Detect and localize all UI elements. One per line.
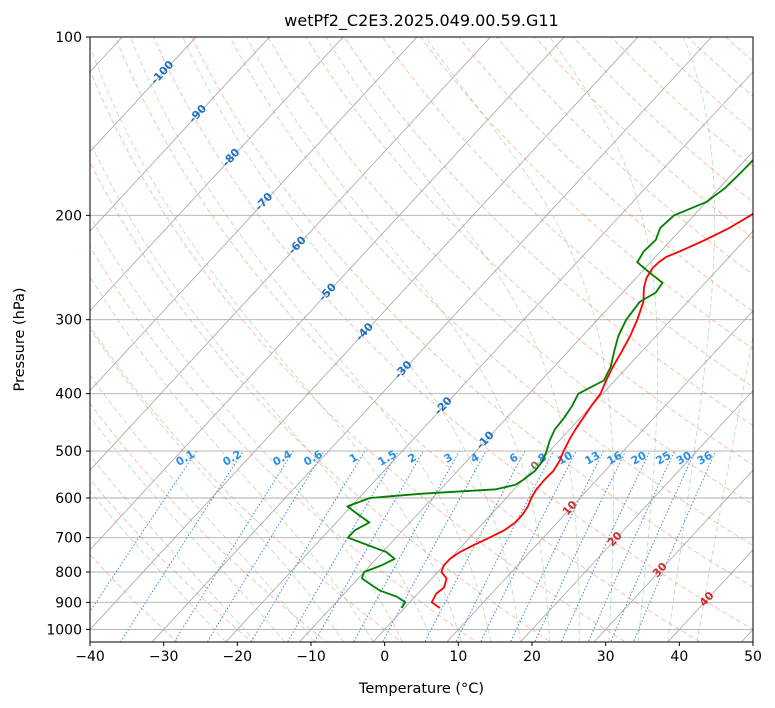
isotherm-line [90,37,565,551]
plot-frame [89,36,754,643]
x-tick-label: 0 [380,649,389,665]
dry-adiabat [90,69,627,642]
isotherm-line [593,469,753,642]
moist-adiabat [90,275,374,642]
moist-adiabat [246,37,551,642]
y-tick-label: 200 [55,208,82,224]
moist-adiabat [90,490,227,642]
dry-adiabat [114,37,702,642]
dry-adiabat [90,478,253,642]
y-axis-ticks: 100 200 300 400 500 600 700 800 900 1000 [46,30,90,638]
y-tick-label: 400 [55,387,82,403]
x-axis-label: Temperature (°C) [358,681,484,697]
dry-adiabat [457,37,753,313]
dry-adiabat [267,37,753,506]
x-tick-label: 10 [449,649,467,665]
dry-adiabat [90,325,403,642]
isotherm-line [519,389,753,642]
temperature-profile [430,212,753,609]
dry-adiabat [152,37,753,630]
x-tick-label: 20 [523,649,541,665]
background-lines [90,37,753,642]
moist-adiabat [696,333,753,642]
x-axis-ticks: −40 −30 −20 −10 0 10 20 30 40 50 [75,642,762,665]
dry-adiabat [419,37,753,350]
mixing-ratio-line [610,450,696,642]
mixing-ratio-line [424,450,526,642]
mixing-ratio-label: 4 [468,450,481,465]
dry-adiabat [534,37,753,239]
isotherm-line [372,230,753,642]
mixing-ratio-line [632,450,717,642]
y-tick-label: 600 [55,491,82,507]
moist-adiabat [182,37,521,642]
moist-adiabat [90,214,403,642]
dry-adiabat [610,37,753,168]
x-tick-label: 40 [670,649,688,665]
mixing-ratio-line [287,450,399,642]
y-tick-label: 1000 [46,622,82,638]
isotherm-line [446,310,753,642]
isotherm-line [90,37,492,471]
moist-adiabat [90,328,345,642]
isotherm-line [90,37,418,392]
isotherm-line [90,37,344,312]
moist-adiabat [90,454,256,642]
y-tick-label: 300 [55,313,82,329]
y-tick-label: 500 [55,444,82,460]
x-tick-label: −20 [223,649,253,665]
y-tick-label: 700 [55,531,82,547]
x-tick-label: −30 [149,649,179,665]
moist-adiabat [325,37,580,642]
series-lines [346,158,753,609]
moist-adiabat [90,44,462,642]
y-tick-label: 900 [55,595,82,611]
isotherm-line [90,37,639,631]
moist-adiabat [129,37,492,642]
mixing-ratio-label: 2 [406,451,419,466]
dry-adiabat [90,161,552,642]
mixing-ratio-label: 1 [347,451,360,466]
dry-adiabat [90,245,477,642]
moist-adiabat [667,37,716,642]
moist-adiabat [90,374,315,642]
dry-adiabat [572,37,753,203]
mixing-ratio-line [313,450,424,642]
isotherm-line [90,37,197,153]
x-tick-label: −10 [296,649,326,665]
moist-adiabat [549,37,659,642]
isotherm-line [298,150,753,642]
mixing-ratio-line [353,450,460,642]
moist-adiabat [90,140,433,642]
dewpoint-profile [346,158,753,609]
plot-area: -100-90-80-70-60-50-40-30-20-10010203040… [90,37,753,642]
dry-adiabat [305,37,753,466]
mixing-ratio-line [90,450,197,613]
isotherm-line [90,37,271,232]
dry-adiabat [686,37,753,97]
isotherm-line [667,549,753,642]
isotherm-line [151,37,713,642]
isotherm-line [225,71,753,642]
dry-adiabat [190,37,753,588]
dry-adiabat [90,402,328,642]
grid-lines [90,37,753,642]
moist-adiabat [425,37,614,642]
dry-adiabat [229,37,753,547]
chart-title: wetPf2_C2E3.2025.049.00.59.G11 [284,11,558,31]
x-tick-label: −40 [75,649,105,665]
x-tick-label: 50 [744,649,762,665]
y-tick-label: 800 [55,565,82,581]
x-tick-label: 30 [597,649,615,665]
y-tick-label: 100 [55,30,82,46]
y-axis-label: Pressure (hPa) [12,287,28,391]
